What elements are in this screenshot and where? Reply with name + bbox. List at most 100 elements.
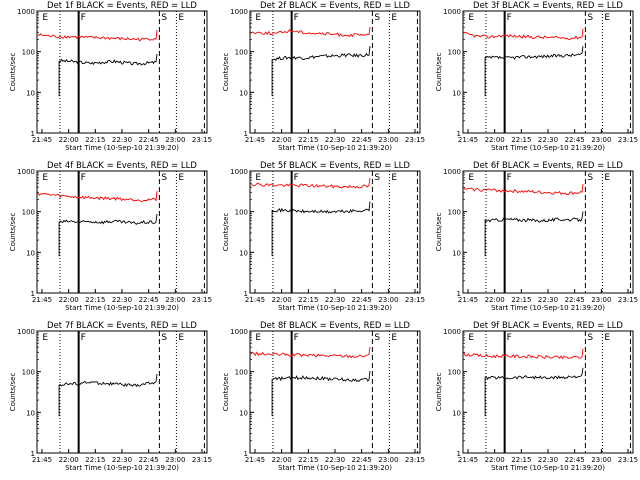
x-tick-label: 22:15 <box>511 136 531 144</box>
y-tick-label: 1000 <box>17 328 35 336</box>
chart-title: Det 6f BLACK = Events, RED = LLD <box>473 161 623 171</box>
y-tick-label: 1000 <box>230 8 248 16</box>
y-tick-label: 10 <box>26 89 35 97</box>
x-tick-label: 22:30 <box>112 456 132 464</box>
x-tick-label: 22:45 <box>565 136 585 144</box>
x-axis-label: Start Time (10-Sep-10 21:39:20) <box>278 304 392 312</box>
time-marker-label: S <box>587 333 593 343</box>
chart-svg: Det 3f BLACK = Events, RED = LLD 1 10 100 10… <box>435 1 638 152</box>
x-tick-label: 23:15 <box>405 456 425 464</box>
x-tick-label: 23:15 <box>618 456 638 464</box>
events-series-line <box>271 370 371 417</box>
time-marker-label: E <box>42 13 48 23</box>
time-marker-label: E <box>42 333 48 343</box>
events-series-line <box>58 53 158 97</box>
chart-panel: Det 4f BLACK = Events, RED = LLD 1 10 100 10… <box>0 160 213 320</box>
y-tick-label: 10 <box>452 89 461 97</box>
events-series-line <box>484 211 584 257</box>
y-tick-label: 10 <box>452 249 461 257</box>
x-tick-label: 22:15 <box>298 296 318 304</box>
x-tick-label: 22:45 <box>352 296 372 304</box>
y-tick-label: 100 <box>448 209 461 217</box>
chart-title: Det 4f BLACK = Events, RED = LLD <box>47 161 197 171</box>
x-tick-label: 22:45 <box>352 136 372 144</box>
x-tick-label: 23:15 <box>405 136 425 144</box>
x-tick-label: 22:45 <box>565 456 585 464</box>
time-marker-label: F <box>81 333 86 343</box>
plot-frame <box>36 170 208 294</box>
y-tick-label: 10 <box>452 409 461 417</box>
chart-panel: Det 2f BLACK = Events, RED = LLD 1 10 100 10… <box>213 0 426 160</box>
y-tick-label: 1000 <box>443 168 461 176</box>
x-tick-label: 22:45 <box>352 456 372 464</box>
time-marker-label: E <box>255 173 261 183</box>
plot-frame <box>249 10 421 134</box>
x-tick-label: 22:15 <box>511 296 531 304</box>
x-axis-label: Start Time (10-Sep-10 21:39:20) <box>65 144 179 152</box>
y-tick-label: 100 <box>22 209 35 217</box>
y-tick-label: 1000 <box>443 328 461 336</box>
x-tick-label: 23:00 <box>378 296 398 304</box>
time-marker-label: F <box>507 13 512 23</box>
x-tick-label: 22:30 <box>538 456 558 464</box>
chart-svg: Det 5f BLACK = Events, RED = LLD 1 10 100 10… <box>222 161 425 312</box>
plot-frame <box>36 330 208 454</box>
chart-title: Det 1f BLACK = Events, RED = LLD <box>47 1 197 11</box>
y-tick-label: 100 <box>448 369 461 377</box>
y-axis-label: Counts/sec <box>435 373 443 412</box>
x-tick-label: 21:45 <box>458 136 478 144</box>
y-tick-label: 1000 <box>17 168 35 176</box>
time-marker-label: S <box>374 13 380 23</box>
lld-series-line <box>250 177 371 189</box>
x-tick-label: 23:15 <box>618 136 638 144</box>
y-axis-label: Counts/sec <box>222 373 230 412</box>
time-marker-label: S <box>587 13 593 23</box>
x-tick-label: 23:00 <box>165 136 185 144</box>
x-tick-label: 22:15 <box>85 456 105 464</box>
time-marker-label: S <box>161 173 167 183</box>
x-tick-label: 22:00 <box>272 296 292 304</box>
time-marker-label: E <box>468 173 474 183</box>
chart-panel: Det 1f BLACK = Events, RED = LLD 1 10 100 10… <box>0 0 213 160</box>
y-axis-label: Counts/sec <box>9 213 17 252</box>
chart-title: Det 9f BLACK = Events, RED = LLD <box>473 321 623 331</box>
x-tick-label: 22:15 <box>298 136 318 144</box>
time-marker-label: S <box>161 13 167 23</box>
x-tick-label: 21:45 <box>245 296 265 304</box>
y-tick-label: 100 <box>235 49 248 57</box>
y-tick-label: 1000 <box>230 328 248 336</box>
time-marker-label: E <box>42 173 48 183</box>
time-marker-label: E <box>255 333 261 343</box>
x-tick-label: 22:00 <box>59 456 79 464</box>
chart-panel: Det 3f BLACK = Events, RED = LLD 1 10 100 10… <box>426 0 639 160</box>
x-tick-label: 22:45 <box>139 456 159 464</box>
events-series-line <box>271 46 371 97</box>
y-axis-label: Counts/sec <box>435 53 443 92</box>
x-tick-label: 21:45 <box>458 456 478 464</box>
y-tick-label: 1000 <box>443 8 461 16</box>
y-axis-label: Counts/sec <box>222 53 230 92</box>
y-tick-label: 10 <box>239 409 248 417</box>
time-marker-label: E <box>391 13 397 23</box>
y-tick-label: 1 <box>244 450 248 458</box>
x-tick-label: 22:45 <box>565 296 585 304</box>
y-axis-label: Counts/sec <box>9 373 17 412</box>
time-marker-label: F <box>81 13 86 23</box>
lld-series-line <box>37 191 158 202</box>
time-marker-label: S <box>161 333 167 343</box>
x-tick-label: 23:15 <box>192 136 212 144</box>
y-tick-label: 1000 <box>17 8 35 16</box>
time-marker-label: E <box>391 333 397 343</box>
plot-frame <box>462 330 634 454</box>
x-axis-label: Start Time (10-Sep-10 21:39:20) <box>65 304 179 312</box>
lld-series-line <box>37 29 158 42</box>
events-series-line <box>484 367 584 417</box>
chart-title: Det 2f BLACK = Events, RED = LLD <box>260 1 410 11</box>
x-tick-label: 22:00 <box>59 296 79 304</box>
y-axis-label: Counts/sec <box>9 53 17 92</box>
x-tick-label: 22:45 <box>139 136 159 144</box>
chart-svg: Det 2f BLACK = Events, RED = LLD 1 10 100 10… <box>222 1 425 152</box>
time-marker-label: E <box>604 173 610 183</box>
y-tick-label: 10 <box>26 409 35 417</box>
lld-series-line <box>463 348 584 360</box>
